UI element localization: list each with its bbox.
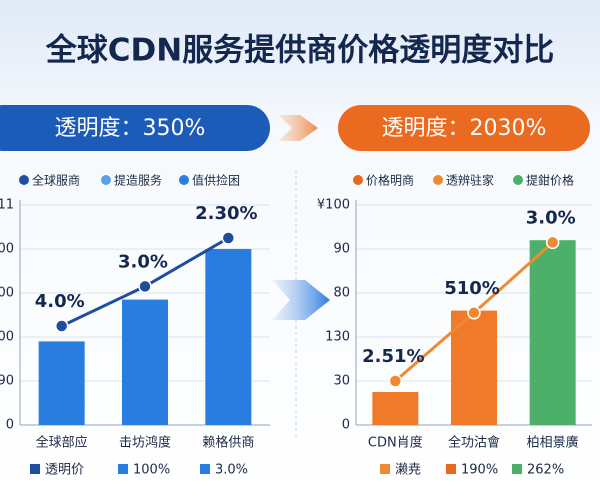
legend-swatch [200,464,210,474]
legend-label: 提造服务 [114,173,162,188]
line-point [388,374,403,388]
legend-dot [353,175,363,185]
legend-dot [513,175,523,185]
y-tick-label: 00 [0,330,14,345]
legend-swatch [30,464,40,474]
line-point [545,235,560,250]
badge-pill [338,105,590,151]
legend-label: 全球服商 [32,173,80,188]
x-tick-label: 赖格供商 [202,435,254,451]
legend-label: 100% [133,463,170,478]
bar [205,249,252,425]
x-tick-label: 全球部应 [36,435,88,451]
legend-dot [433,175,443,185]
line-point [467,306,481,320]
legend-swatch [118,464,128,474]
legend-label: 值供捡困 [192,173,240,188]
y-tick-label: 0 [342,418,350,433]
legend-swatch [512,464,522,474]
line-point [54,319,69,333]
legend-dot [19,175,29,185]
arrow [278,115,318,141]
bar [451,310,497,425]
legend-label: 提鉗价格 [526,173,574,188]
legend-label: 透辨驻家 [446,173,494,188]
legend-swatch [380,464,390,474]
y-tick-label: ¥100 [317,198,350,213]
annotation: 2.51% [362,346,424,367]
line-point [221,231,236,245]
annotation: 2.30% [195,203,257,224]
bar [372,392,419,425]
y-tick-label: 00 [0,286,14,301]
legend-label: 3.0% [215,463,248,478]
badge-text: 透明度：350% [55,116,206,141]
y-tick-label: 130 [325,330,350,345]
y-tick-label: 30 [333,374,350,389]
bar [529,240,576,425]
annotation: 3.0% [118,251,168,272]
badge-text: 透明度：2030% [382,116,547,141]
legend-label: 价格明商 [366,173,414,188]
legend-dot [101,175,111,185]
bar [122,299,168,425]
x-tick-label: 击坊鸿度 [119,435,171,451]
x-tick-label: CDN肖度 [368,435,423,451]
y-tick-label: 80 [333,286,350,301]
y-tick-label: 00 [0,242,14,257]
legend-label: 262% [527,463,564,478]
y-tick-label: 0 [6,418,14,433]
x-tick-label: 全功沽會 [448,435,500,451]
bar [38,341,85,425]
title: 全球CDN服务提供商价格透明度对比 [45,33,554,69]
badge-pill [0,105,270,151]
y-tick-label: ¥11 [0,198,14,213]
annotation: 4.0% [35,291,85,312]
line-point [138,279,152,294]
legend-dot [179,175,189,185]
legend-swatch [446,464,456,474]
x-tick-label: 柏相景廣 [527,436,579,451]
legend-label: 透明价 [45,463,84,478]
legend-label: 濑尭 [395,463,421,478]
y-tick-label: 90 [333,242,350,257]
annotation: 3.0% [526,207,576,228]
legend-label: 190% [461,463,498,478]
annotation: 510% [444,278,500,299]
arrow [272,280,330,320]
y-tick-label: 90 [0,374,14,389]
